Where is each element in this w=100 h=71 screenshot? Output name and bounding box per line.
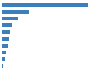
Bar <box>2 30 10 34</box>
Bar <box>2 44 8 48</box>
Bar <box>2 58 5 61</box>
Bar <box>2 17 18 20</box>
Bar <box>2 3 88 7</box>
Bar <box>2 37 9 41</box>
Bar <box>2 10 29 13</box>
Bar <box>2 51 6 54</box>
Bar <box>2 23 12 27</box>
Bar <box>2 64 3 68</box>
